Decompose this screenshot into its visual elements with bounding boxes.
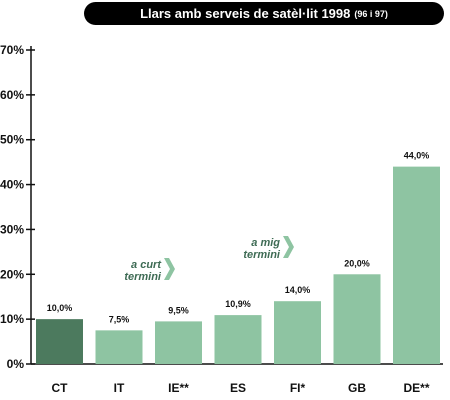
data-label: 44,0% — [404, 151, 430, 161]
bar — [95, 330, 143, 364]
data-label: 20,0% — [344, 258, 370, 268]
bar — [214, 315, 262, 364]
y-tick-label: 60% — [0, 88, 24, 102]
y-tick-label: 50% — [0, 133, 24, 147]
chart-title-bar: Llars amb serveis de satèl·lit 1998 (96 … — [84, 2, 444, 25]
y-tick-label: 20% — [0, 267, 24, 281]
annotation-arrow-icon — [283, 236, 294, 258]
bar — [274, 301, 321, 364]
bar — [155, 321, 202, 364]
y-tick-label: 40% — [0, 178, 24, 192]
annotation-label: termini — [243, 249, 281, 261]
y-tick-label: 70% — [0, 43, 24, 57]
annotation-label: a mig — [251, 237, 280, 249]
data-label: 14,0% — [285, 285, 311, 295]
annotation-arrow-icon — [164, 258, 175, 280]
y-tick-label: 0% — [7, 357, 25, 371]
x-tick-label: IE** — [168, 381, 189, 395]
x-tick-label: IT — [114, 381, 125, 395]
annotation-label: termini — [124, 271, 162, 283]
data-label: 9,5% — [168, 305, 189, 315]
x-tick-label: DE** — [403, 381, 429, 395]
x-tick-label: FI* — [290, 381, 306, 395]
data-label: 7,5% — [109, 314, 130, 324]
annotation-label: a curt — [131, 259, 162, 271]
bar — [36, 319, 83, 364]
x-tick-label: CT — [52, 381, 69, 395]
chart-title: Llars amb serveis de satèl·lit 1998 — [140, 6, 351, 21]
data-label: 10,0% — [47, 303, 73, 313]
chart-subtitle: (96 i 97) — [354, 8, 388, 19]
bar — [333, 274, 381, 364]
x-tick-label: ES — [230, 381, 246, 395]
y-tick-label: 10% — [0, 312, 24, 326]
data-label: 10,9% — [225, 299, 251, 309]
y-tick-label: 30% — [0, 222, 24, 236]
x-tick-label: GB — [348, 381, 366, 395]
bar — [393, 166, 440, 364]
